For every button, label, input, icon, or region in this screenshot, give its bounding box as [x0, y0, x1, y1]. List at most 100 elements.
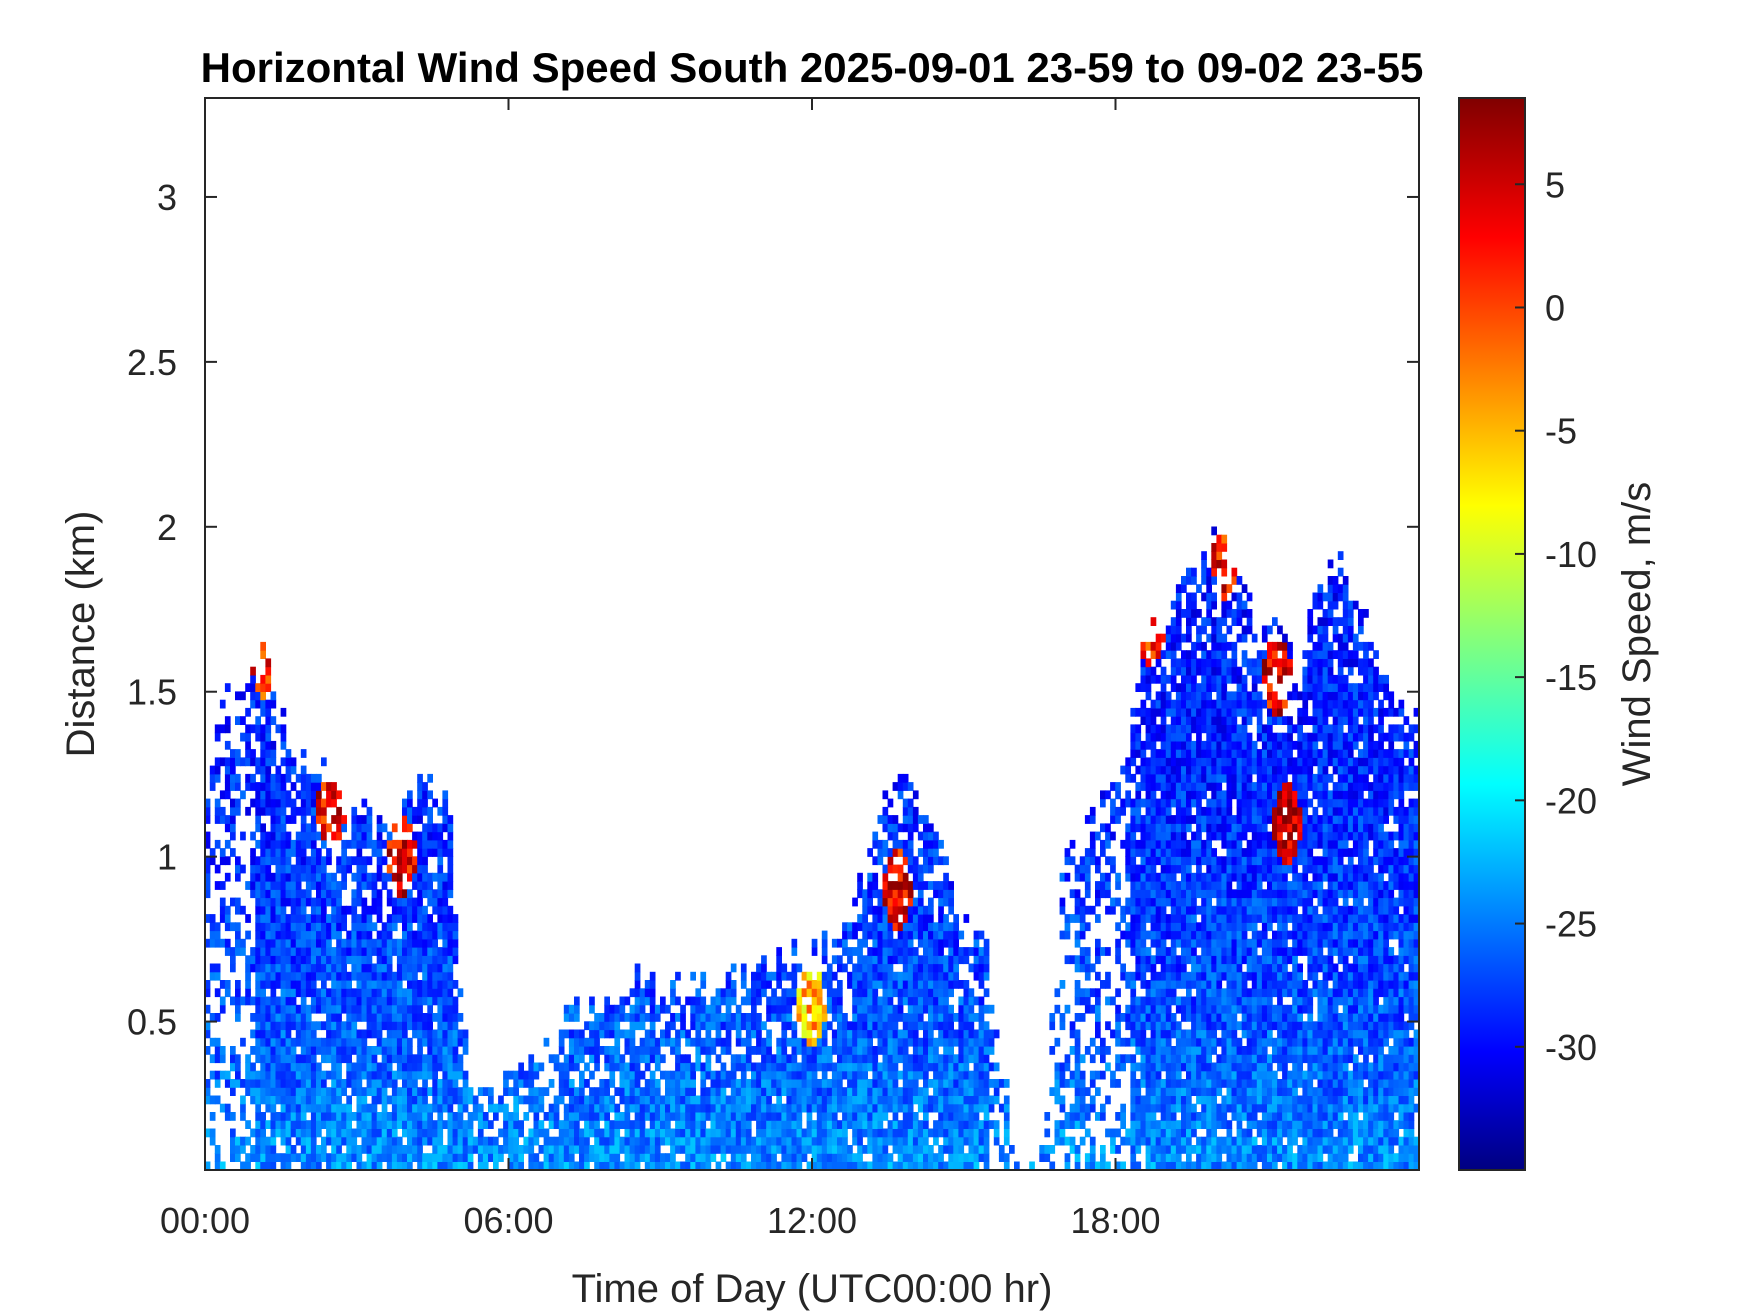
heatmap-cell [482, 1112, 489, 1121]
heatmap-cell [275, 980, 282, 989]
heatmap-cell [498, 1153, 504, 1162]
heatmap-cell [285, 790, 292, 800]
heatmap-cell [872, 1046, 879, 1055]
heatmap-cell [1175, 1161, 1182, 1170]
heatmap-cell [756, 1046, 762, 1055]
heatmap-cell [1120, 905, 1126, 915]
heatmap-cell [963, 1136, 970, 1146]
heatmap-cell [563, 1029, 570, 1039]
heatmap-cell [205, 1029, 211, 1039]
heatmap-cell [1165, 881, 1172, 890]
heatmap-cell [402, 806, 408, 816]
heatmap-cell [710, 1103, 717, 1113]
heatmap-cell [402, 1004, 408, 1014]
heatmap-cell [381, 963, 388, 973]
heatmap-cell [341, 1103, 347, 1113]
heatmap-cell [422, 839, 428, 849]
heatmap-cell [235, 905, 241, 915]
heatmap-cell [366, 815, 373, 824]
heatmap-cell [209, 782, 216, 791]
heatmap-cell [300, 765, 307, 775]
heatmap-cell [295, 1004, 302, 1014]
heatmap-cell [665, 1021, 671, 1031]
heatmap-cell [270, 1120, 277, 1129]
heatmap-cell [381, 1128, 388, 1138]
heatmap-cell [230, 773, 236, 783]
heatmap-cell [341, 988, 347, 998]
heatmap-cell [331, 930, 337, 940]
heatmap-cell [963, 996, 970, 1006]
heatmap-cell [1150, 765, 1157, 775]
heatmap-cell [417, 947, 423, 956]
heatmap-cell [1014, 1161, 1020, 1170]
heatmap-cell [791, 1120, 798, 1129]
heatmap-cell [482, 1153, 489, 1162]
heatmap-cell [285, 749, 292, 758]
heatmap-cell [1170, 1087, 1177, 1096]
heatmap-cell [1095, 889, 1101, 899]
heatmap-cell [902, 1095, 909, 1105]
heatmap-cell [214, 1054, 221, 1064]
heatmap-cell [346, 1161, 352, 1170]
heatmap-cell [260, 699, 266, 709]
heatmap-cell [563, 1054, 570, 1064]
heatmap-cell [442, 971, 449, 981]
heatmap-cell [740, 1095, 747, 1105]
heatmap-cell [432, 971, 438, 981]
heatmap-cell [917, 831, 924, 841]
heatmap-cell [1170, 1161, 1177, 1170]
heatmap-cell [705, 1004, 712, 1014]
heatmap-cell [700, 1087, 707, 1096]
heatmap-cell [214, 963, 221, 973]
heatmap-cell [887, 938, 894, 948]
heatmap-cell [1175, 740, 1182, 750]
heatmap-cell [1160, 1136, 1167, 1146]
heatmap-cell [892, 1021, 899, 1031]
heatmap-cell [295, 1070, 302, 1080]
heatmap-cell [877, 1013, 884, 1022]
heatmap-cell [842, 1054, 848, 1064]
heatmap-cell [1155, 938, 1162, 948]
heatmap-cell [513, 1136, 519, 1146]
heatmap-cell [958, 1145, 965, 1154]
heatmap-cell [265, 1161, 272, 1170]
heatmap-cell [402, 848, 408, 857]
heatmap-cell [1130, 881, 1137, 890]
heatmap-cell [993, 1120, 1000, 1129]
heatmap-cell [290, 905, 297, 915]
heatmap-cell [867, 1087, 873, 1096]
heatmap-cell [290, 938, 297, 948]
heatmap-cell [270, 699, 277, 709]
heatmap-cell [852, 980, 858, 989]
heatmap-cell [558, 1161, 565, 1170]
heatmap-cell [776, 947, 782, 956]
heatmap-cell [412, 872, 418, 882]
heatmap-cell [568, 1054, 575, 1064]
heatmap-cell [923, 848, 929, 857]
heatmap-cell [690, 1004, 696, 1014]
heatmap-cell [1049, 1046, 1056, 1055]
heatmap-cell [978, 1021, 985, 1031]
heatmap-cell [857, 955, 863, 965]
heatmap-cell [280, 872, 287, 882]
heatmap-cell [427, 806, 433, 816]
heatmap-cell [432, 1037, 438, 1047]
heatmap-cell [806, 1021, 813, 1031]
heatmap-cell [452, 938, 459, 948]
heatmap-cell [842, 963, 848, 973]
heatmap-cell [685, 1037, 691, 1047]
heatmap-cell [558, 1079, 565, 1088]
heatmap-cell [310, 790, 317, 800]
heatmap-cell [907, 1095, 914, 1105]
heatmap-cell [589, 1145, 595, 1154]
heatmap-cell [235, 798, 241, 808]
heatmap-cell [270, 922, 277, 932]
heatmap-cell [821, 930, 828, 940]
heatmap-cell [386, 864, 393, 874]
heatmap-cell [402, 1079, 408, 1088]
heatmap-cell [265, 732, 272, 742]
heatmap-cell [634, 1046, 641, 1055]
heatmap-cell [462, 1103, 469, 1113]
heatmap-cell [548, 1136, 555, 1146]
heatmap-cell [1160, 955, 1167, 965]
